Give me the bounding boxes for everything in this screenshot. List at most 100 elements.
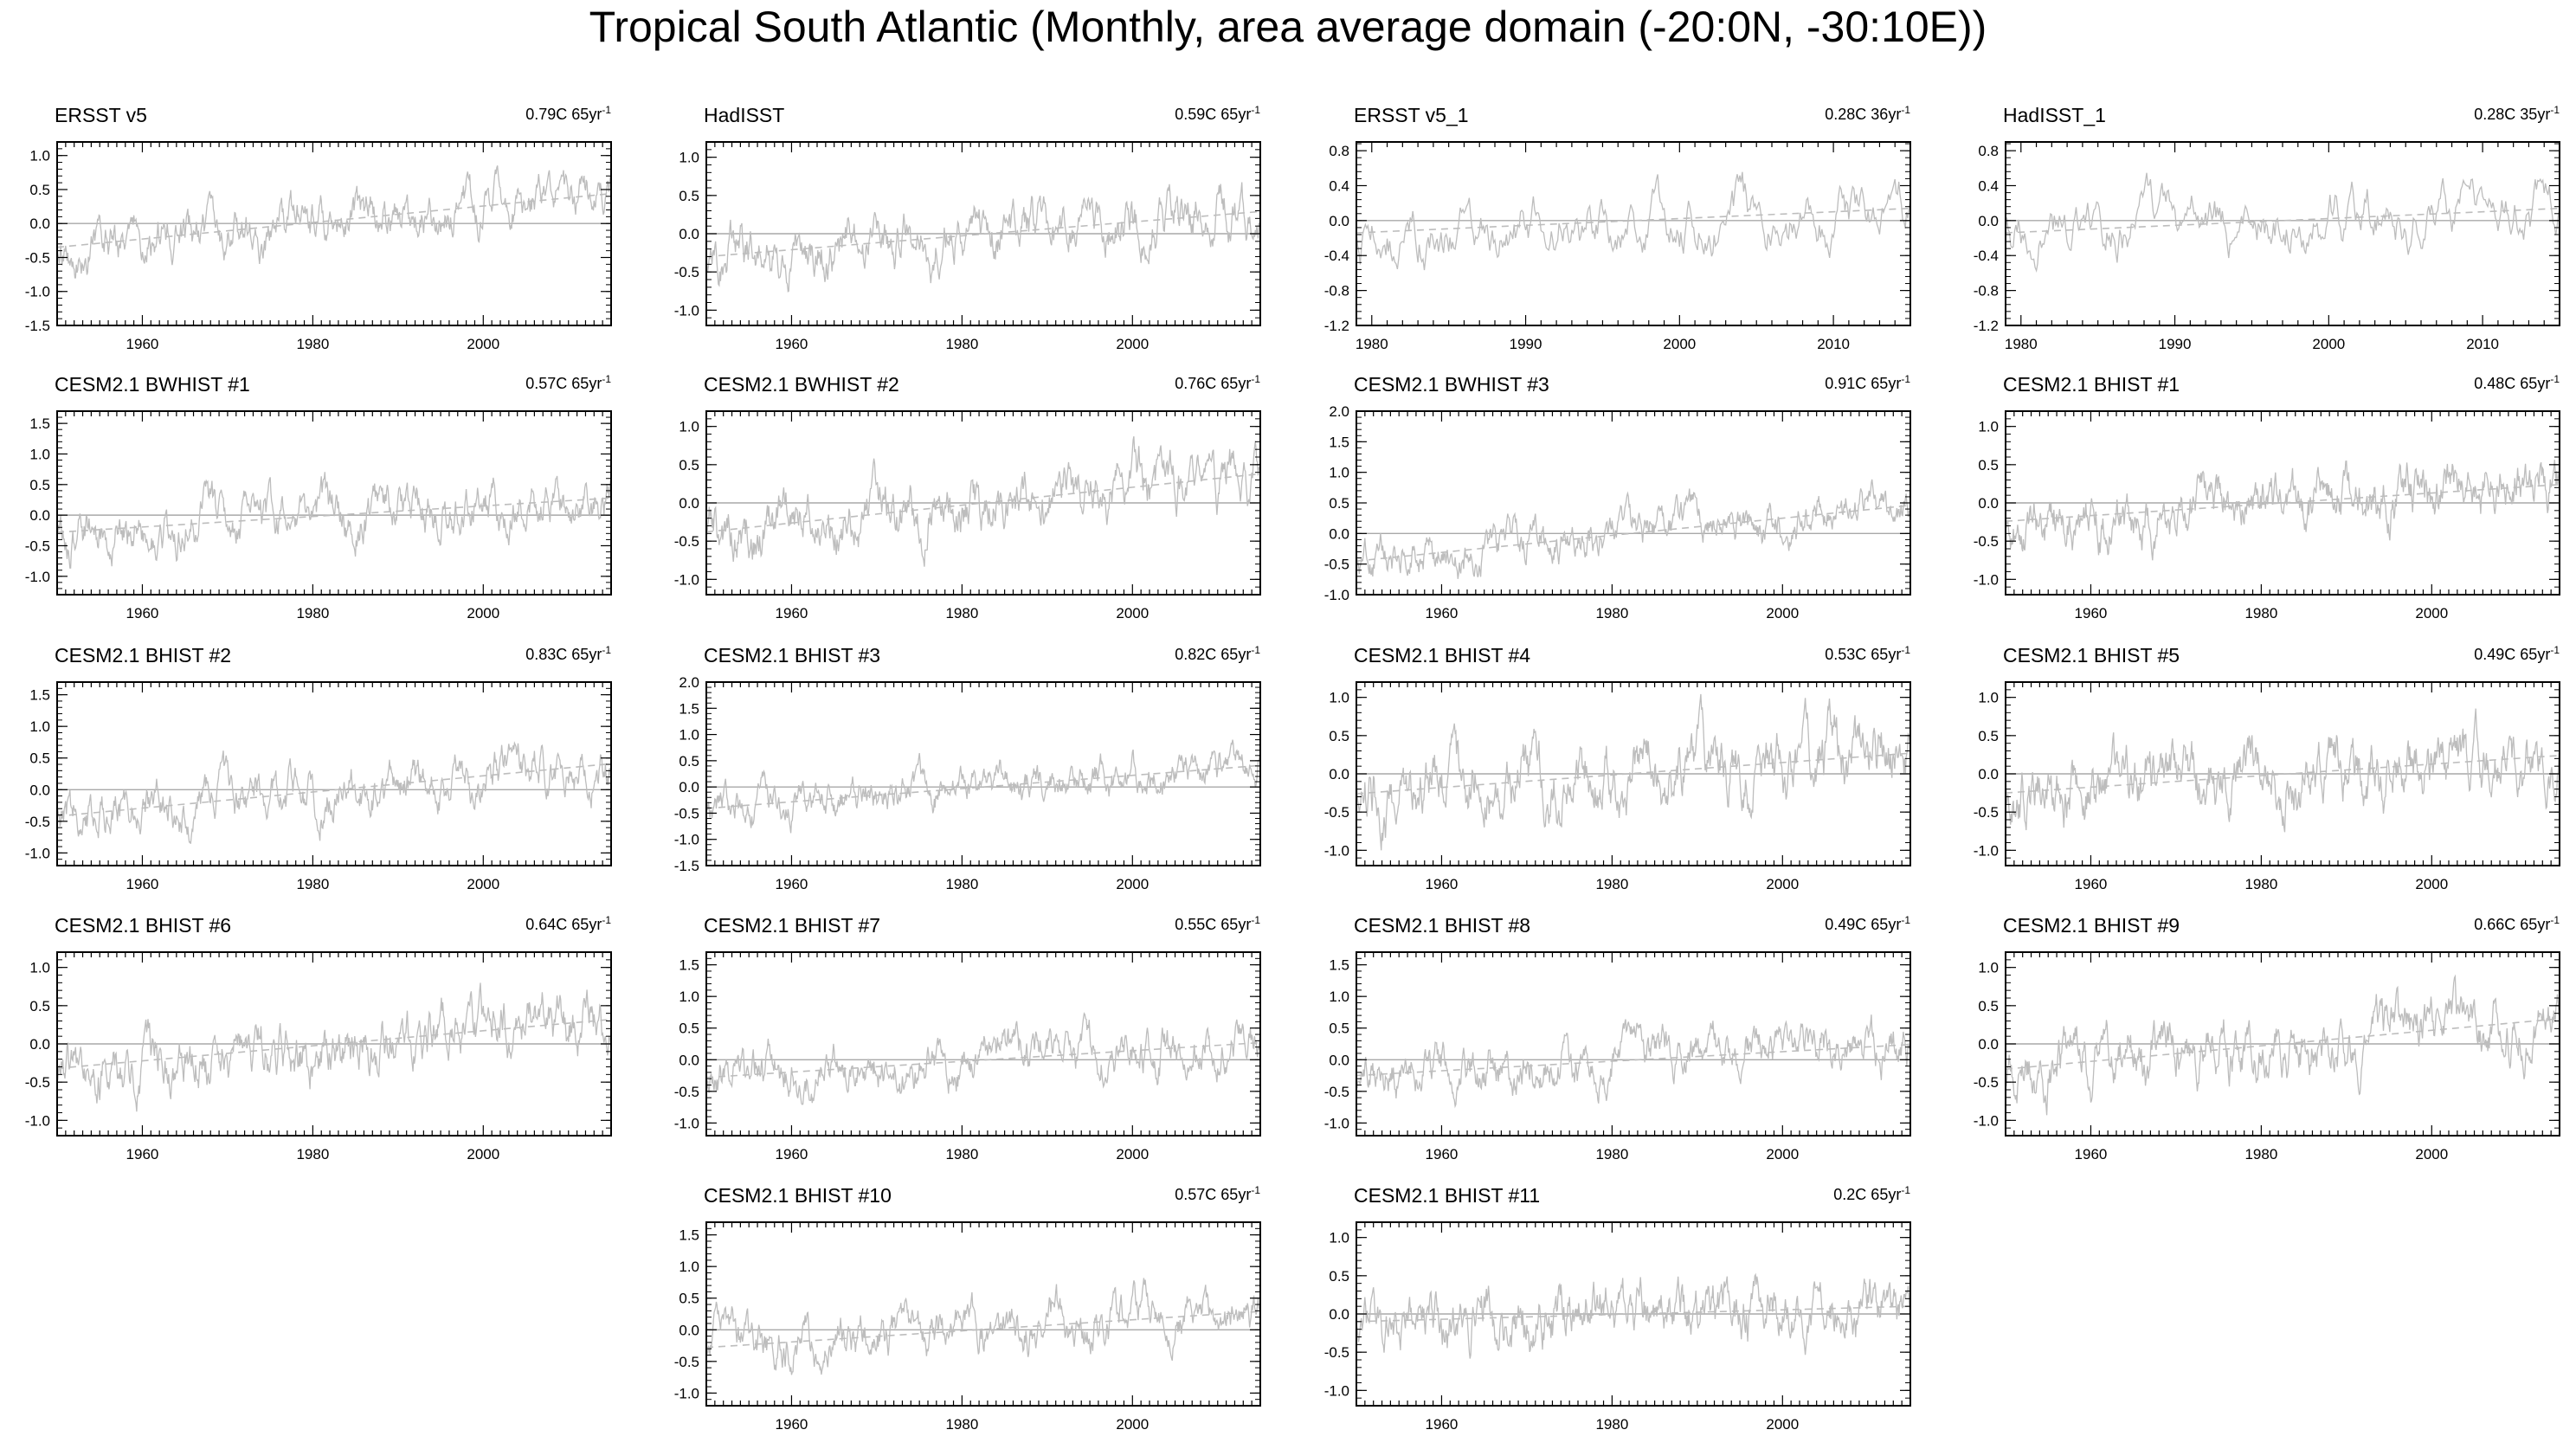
plot-frame	[2005, 141, 2560, 326]
y-tick-label: -1.0	[25, 284, 50, 300]
trend-unit-exponent: -1	[2550, 644, 2560, 656]
x-tick-label: 2000	[2415, 1146, 2448, 1162]
trend-label: 0.28C 35yr-1	[2474, 105, 2560, 124]
chart-svg: 1960 1980 2000 1.5 1.0 0.5 0.0 -0.5 -1.0	[674, 951, 1261, 1162]
trend-value: 0.57C 65yr	[525, 375, 602, 392]
trend-label: 0.28C 36yr-1	[1825, 104, 1910, 124]
y-tick-label: -0.5	[1324, 557, 1349, 573]
y-tick-label: 0.4	[1329, 177, 1349, 194]
trend-line	[1356, 207, 1911, 234]
trend-label: 0.91C 65yr-1	[1825, 374, 1910, 393]
chart-panel: CESM2.1 BWHIST #2 0.76C 65yr-1 1960 1980 200…	[674, 373, 1261, 621]
y-tick-label: -0.5	[25, 1074, 50, 1091]
trend-label: 0.57C 65yr-1	[525, 373, 611, 393]
panel-title: CESM2.1 BHIST #10	[704, 1184, 892, 1207]
x-tick-label: 2000	[1766, 1416, 1799, 1433]
series-line	[1356, 1014, 1911, 1109]
y-tick-label: 0.5	[29, 998, 50, 1014]
x-tick-label: 2000	[1116, 1146, 1149, 1162]
x-tick-label: 2000	[2415, 876, 2448, 892]
plot-frame	[705, 951, 1261, 1137]
chart-svg: 1960 1980 2000 1.0 0.5 0.0 -0.5 -1.0	[25, 951, 612, 1162]
trend-value: 0.28C 35yr	[2474, 106, 2551, 123]
trend-value: 0.91C 65yr	[1825, 375, 1902, 392]
y-tick-label: -1.0	[1324, 842, 1349, 859]
y-tick-label: 0.5	[29, 182, 50, 198]
trend-unit-exponent: -1	[602, 914, 611, 926]
trend-line	[1356, 752, 1911, 795]
panel-title: CESM2.1 BHIST #4	[1354, 644, 1531, 667]
y-tick-label: 1.0	[1978, 690, 1999, 706]
y-tick-label: 0.0	[29, 782, 50, 798]
x-tick-label: 1960	[126, 1146, 159, 1162]
panel-title: CESM2.1 BHIST #8	[1354, 914, 1531, 937]
chart-svg: 1960 1980 2000 1.0 0.5 0.0 -0.5 -1.0	[1324, 1221, 1911, 1433]
y-tick-label: -0.5	[1974, 533, 1999, 550]
chart-svg: 1960 1980 2000 1.5 1.0 0.5 0.0 -0.5 -1.0	[674, 1221, 1261, 1433]
chart-svg: 1960 1980 2000 1.5 1.0 0.5 0.0 -0.5 -1.0	[1324, 951, 1911, 1162]
y-tick-label: 0.5	[29, 477, 50, 493]
y-tick-label: 0.5	[1329, 728, 1349, 744]
y-tick-label: 0.5	[1329, 1268, 1349, 1285]
y-tick-label: 0.0	[679, 226, 699, 242]
y-tick-label: -1.2	[1974, 318, 1999, 334]
x-tick-label: 1980	[296, 876, 329, 892]
chart-panel: HadISST 0.59C 65yr-1 1960 1980 2000 1.0 0.5 0.0…	[674, 104, 1261, 352]
trend-value: 0.83C 65yr	[525, 646, 602, 663]
y-tick-label: -1.0	[1324, 1382, 1349, 1399]
plot-frame	[1356, 141, 1911, 326]
chart-panel: HadISST_1 0.28C 35yr-1 1980 1990 2000 2010 0.8…	[1974, 104, 2560, 352]
chart-panel: ERSST v5_1 0.28C 36yr-1 1980 1990 2000 2010 0.…	[1324, 104, 1911, 352]
y-tick-label: 0.0	[1978, 766, 1999, 782]
series-line	[705, 1012, 1261, 1105]
y-tick-label: -1.0	[25, 569, 50, 585]
y-tick-label: 2.0	[1329, 403, 1349, 420]
y-tick-label: 0.5	[1329, 495, 1349, 512]
chart-svg: 1960 1980 2000 1.0 0.5 0.0 -0.5 -1.0 -1.5	[25, 141, 612, 352]
y-tick-label: 1.5	[679, 957, 699, 974]
y-tick-label: 1.0	[29, 960, 50, 976]
y-tick-label: -0.5	[674, 264, 699, 280]
y-tick-label: 1.0	[679, 989, 699, 1005]
chart-svg: 1960 1980 2000 1.0 0.5 0.0 -0.5 -1.0	[1974, 410, 2560, 621]
trend-line	[705, 210, 1261, 258]
y-tick-label: 0.8	[1329, 143, 1349, 159]
trend-unit-exponent: -1	[1251, 914, 1260, 926]
trend-label: 0.57C 65yr-1	[1175, 1185, 1260, 1204]
y-tick-label: 0.0	[1978, 1036, 1999, 1053]
trend-unit-exponent: -1	[602, 373, 611, 385]
y-tick-label: 0.0	[1978, 213, 1999, 229]
y-tick-label: 1.0	[679, 419, 699, 435]
trend-line	[1356, 505, 1911, 562]
trend-value: 0.76C 65yr	[1175, 375, 1252, 392]
y-tick-label: 0.8	[1978, 143, 1999, 159]
trend-value: 0.49C 65yr	[2474, 646, 2551, 663]
x-tick-label: 1980	[296, 1146, 329, 1162]
y-tick-label: 1.0	[29, 446, 50, 462]
trend-line	[56, 763, 612, 817]
panel-title: HadISST	[704, 104, 785, 126]
trend-unit-exponent: -1	[1901, 104, 1910, 116]
trend-label: 0.55C 65yr-1	[1175, 914, 1260, 934]
y-tick-label: 0.5	[679, 188, 699, 204]
y-tick-label: -1.0	[25, 845, 50, 861]
x-tick-label: 2000	[1766, 876, 1799, 892]
y-tick-label: 1.0	[1329, 465, 1349, 481]
trend-line	[705, 473, 1261, 533]
x-tick-label: 1980	[2244, 876, 2277, 892]
x-tick-label: 1980	[2005, 336, 2038, 352]
x-tick-label: 2000	[1116, 605, 1149, 621]
panel-title: CESM2.1 BHIST #7	[704, 914, 881, 937]
chart-panel: CESM2.1 BHIST #2 0.83C 65yr-1 1960 1980 2000…	[25, 644, 612, 892]
chart-panel: CESM2.1 BHIST #9 0.66C 65yr-1 1960 1980 2000…	[1974, 914, 2560, 1162]
y-tick-label: 1.0	[29, 148, 50, 164]
trend-value: 0.64C 65yr	[525, 916, 602, 933]
y-tick-label: -0.5	[1974, 1074, 1999, 1091]
y-tick-label: 0.5	[29, 750, 50, 767]
y-tick-label: -1.0	[1324, 587, 1349, 603]
y-tick-label: -1.0	[1974, 571, 1999, 588]
y-tick-label: -0.5	[674, 1354, 699, 1370]
x-tick-label: 2000	[467, 336, 499, 352]
trend-line	[56, 192, 612, 248]
y-tick-label: 0.5	[1329, 1021, 1349, 1037]
